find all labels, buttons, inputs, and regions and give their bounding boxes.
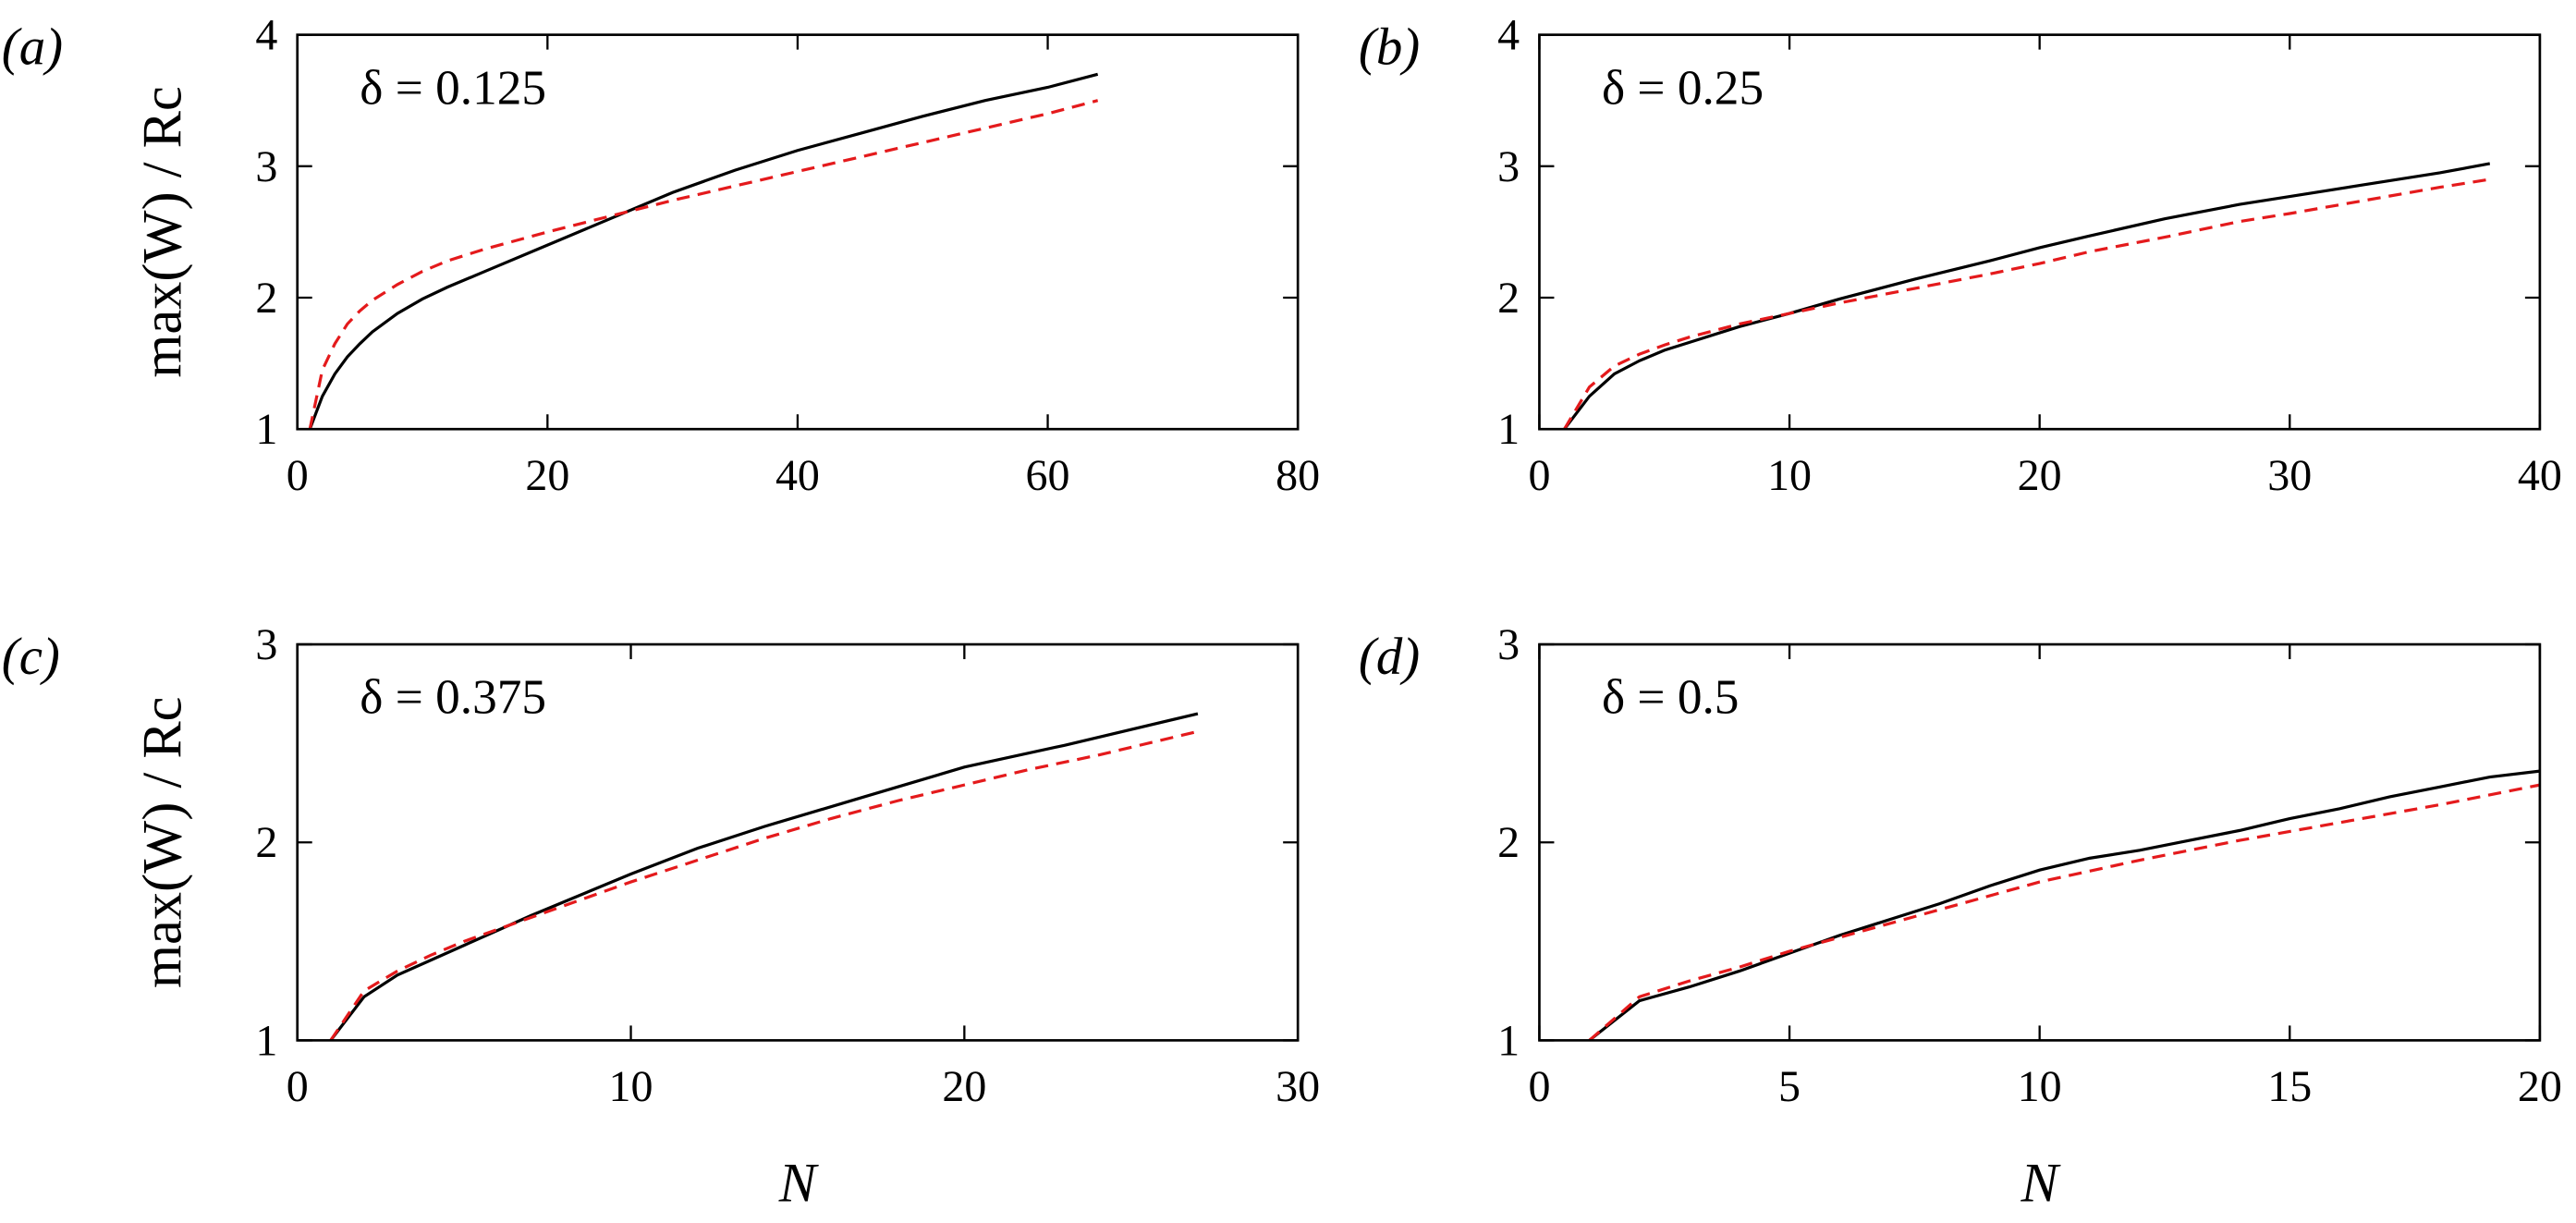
x-tick-label: 40 — [2518, 451, 2562, 500]
annotation: δ = 0.5 — [1602, 669, 1739, 725]
y-tick-label: 3 — [1497, 620, 1520, 669]
y-tick-label: 2 — [1497, 274, 1520, 323]
x-tick-label: 20 — [525, 451, 569, 500]
x-tick-label: 0 — [1528, 1062, 1550, 1111]
y-tick-label: 1 — [255, 1016, 277, 1065]
x-tick-label: 30 — [2267, 451, 2312, 500]
y-tick-label: 4 — [1497, 11, 1520, 60]
data-line — [1563, 162, 2491, 431]
x-tick-label: 10 — [609, 1062, 653, 1111]
panel-label: (d) — [1359, 628, 1420, 686]
y-tick-label: 2 — [255, 818, 277, 867]
x-tick-label: 60 — [1026, 451, 1070, 500]
axes-frame — [1538, 33, 2542, 431]
y-axis-label: max(W) / Rc — [132, 697, 194, 988]
annotation: δ = 0.375 — [360, 669, 546, 725]
x-tick-label: 15 — [2267, 1062, 2312, 1111]
x-tick-label: 20 — [2018, 451, 2062, 500]
y-tick-label: 1 — [1497, 405, 1520, 454]
panel-label: (b) — [1359, 18, 1420, 77]
y-tick-label: 2 — [1497, 818, 1520, 867]
y-tick-label: 4 — [255, 11, 277, 60]
y-tick-label: 3 — [255, 142, 277, 191]
annotation: δ = 0.125 — [360, 59, 546, 115]
y-tick-label: 1 — [1497, 1016, 1520, 1065]
x-tick-label: 10 — [2018, 1062, 2062, 1111]
x-tick-label: 30 — [1276, 1062, 1320, 1111]
data-line — [1563, 177, 2491, 431]
y-axis-label: max(W) / Rc — [132, 86, 194, 377]
axes-frame — [296, 33, 1300, 431]
x-tick-label: 20 — [942, 1062, 986, 1111]
x-tick-label: 10 — [1767, 451, 1812, 500]
data-line — [308, 72, 1099, 430]
data-line — [329, 729, 1199, 1042]
data-line — [308, 99, 1099, 430]
x-axis-label: N — [778, 1153, 820, 1215]
y-tick-label: 1 — [255, 405, 277, 454]
y-tick-label: 3 — [1497, 142, 1520, 191]
x-tick-label: 5 — [1778, 1062, 1801, 1111]
panel-label: (a) — [2, 18, 63, 77]
annotation: δ = 0.25 — [1602, 59, 1764, 115]
axes-frame — [1538, 642, 2542, 1042]
x-axis-label: N — [2021, 1153, 2062, 1215]
x-tick-label: 0 — [287, 1062, 309, 1111]
data-line — [1588, 783, 2541, 1042]
x-tick-label: 40 — [775, 451, 820, 500]
x-tick-label: 0 — [287, 451, 309, 500]
y-tick-label: 3 — [255, 620, 277, 669]
x-tick-label: 0 — [1528, 451, 1550, 500]
data-line — [329, 712, 1199, 1042]
panel-label: (c) — [2, 628, 60, 686]
y-tick-label: 2 — [255, 274, 277, 323]
axes-frame — [296, 642, 1300, 1042]
x-tick-label: 20 — [2518, 1062, 2562, 1111]
x-tick-label: 80 — [1276, 451, 1320, 500]
data-line — [1588, 769, 2541, 1042]
